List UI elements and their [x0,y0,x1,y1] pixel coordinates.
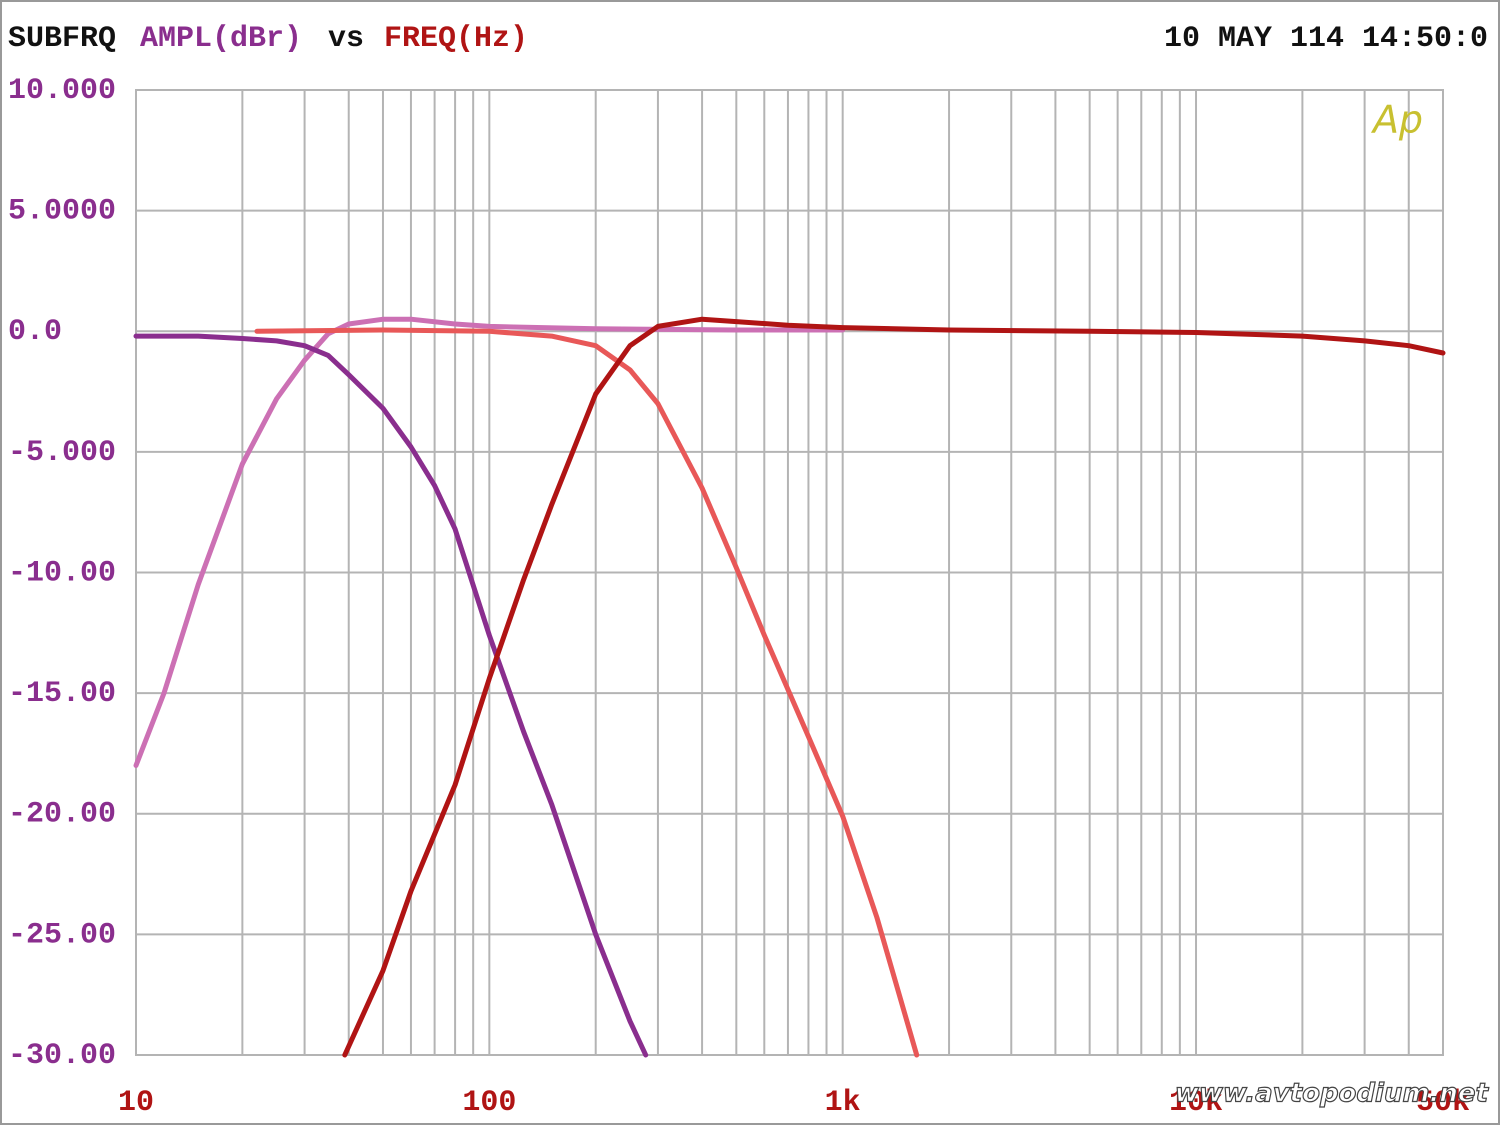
series-line [133,333,649,1058]
y-tick-label: -10.00 [8,556,116,590]
grid [135,89,1444,1056]
watermark: www.avtopodium.net [1175,1079,1490,1109]
y-tick-label: -20.00 [8,798,116,832]
header-vs: vs [328,22,364,56]
series-line [133,316,846,768]
plot-border [135,89,1444,1056]
header-x-label: FREQ(Hz) [384,22,528,56]
y-tick-label: -15.00 [8,677,116,711]
y-tick-label: 10.000 [8,74,116,108]
header-y-label: AMPL(dBr) [140,22,302,56]
y-tick-label: -30.00 [8,1039,116,1073]
x-tick-label: 10 [118,1086,154,1120]
y-tick-label: -5.000 [8,436,116,470]
y-tick-label: -25.00 [8,918,116,952]
x-tick-label: 10k [1169,1086,1223,1120]
x-tick-label: 50k [1416,1086,1470,1120]
x-tick-label: 1k [825,1086,861,1120]
x-tick-label: 100 [462,1086,516,1120]
labels: 10 100 1k 10k 50k 10.000 5.0000 0.0 -5.000 -10.00… [8,74,1470,1120]
lines [133,316,1446,1058]
header-source: SUBFRQ [8,22,116,56]
y-tick-label: 0.0 [8,315,62,349]
header-timestamp: 10 MAY 114 14:50:0 [1164,22,1488,56]
series-line [254,327,920,1058]
series-line [342,316,1446,1058]
logo: Ap [1370,98,1423,142]
y-tick-label: 5.0000 [8,195,116,229]
